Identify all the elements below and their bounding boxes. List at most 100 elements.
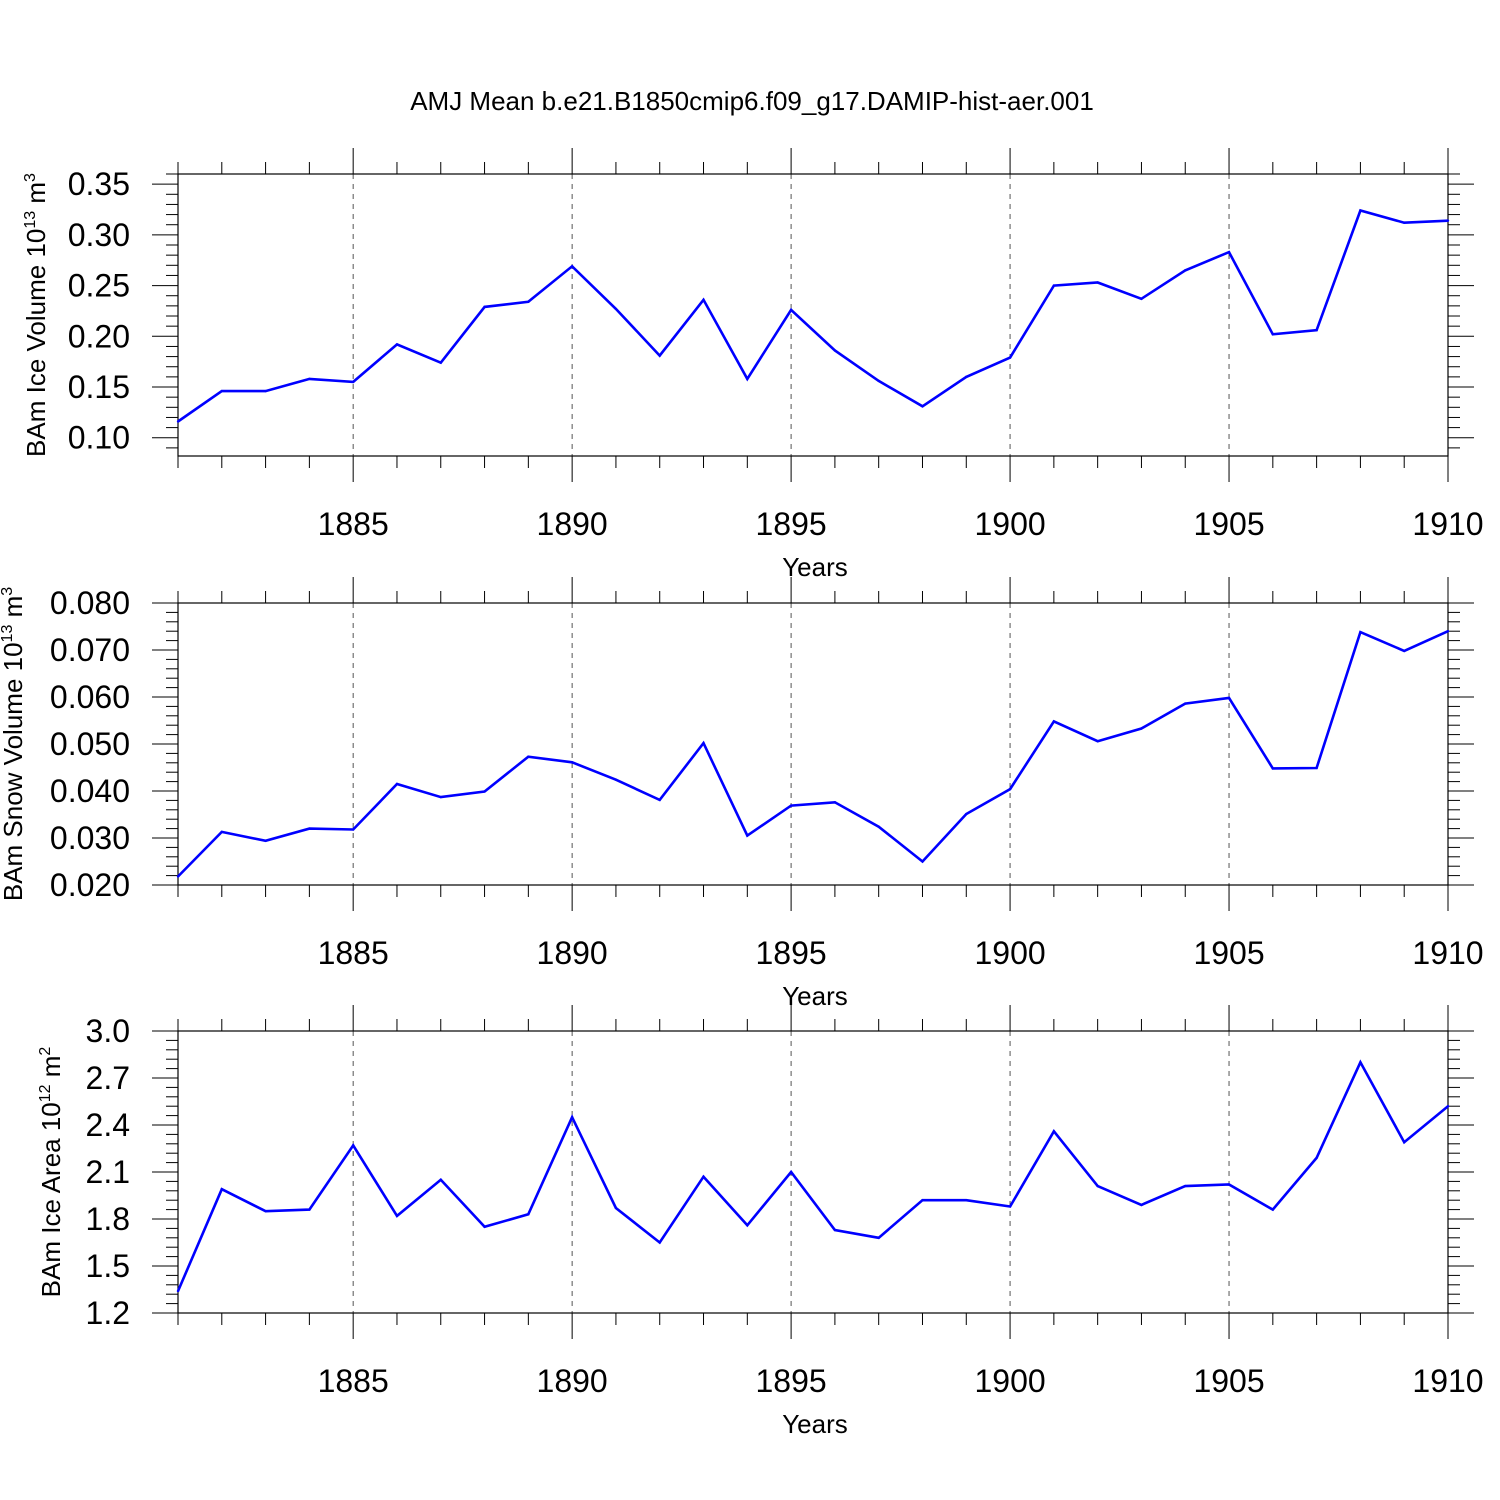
data-point bbox=[1008, 1205, 1012, 1208]
data-point bbox=[877, 825, 880, 828]
panel-1: 0.10 0.15 0.20 0.25 0.30 0.35 1885 1890 1895 1900… bbox=[21, 148, 1484, 582]
data-point bbox=[1315, 329, 1318, 332]
data-point bbox=[1140, 1203, 1143, 1207]
data-point bbox=[1096, 281, 1099, 284]
data-point bbox=[1271, 333, 1275, 336]
data-point bbox=[395, 1214, 399, 1218]
data-point bbox=[789, 308, 793, 312]
y-axis-label-unit: m bbox=[0, 596, 28, 625]
data-point bbox=[1359, 630, 1362, 634]
y-tick-label: 0.20 bbox=[68, 318, 130, 354]
data-point bbox=[789, 804, 793, 807]
data-point bbox=[1008, 356, 1012, 359]
data-point bbox=[921, 405, 924, 408]
y-tick-label: 0.25 bbox=[68, 268, 130, 304]
y-axis-label-exponent: 13 bbox=[0, 625, 16, 643]
x-tick-label: 1900 bbox=[974, 935, 1045, 971]
data-point bbox=[439, 795, 442, 799]
x-tick-label: 1900 bbox=[974, 1363, 1045, 1399]
x-tick-label: 1895 bbox=[756, 506, 827, 542]
chart-title: AMJ Mean b.e21.B1850cmip6.f09_g17.DAMIP-… bbox=[410, 86, 1094, 116]
data-point bbox=[264, 1209, 267, 1213]
data-point bbox=[176, 420, 180, 423]
data-point bbox=[351, 1144, 355, 1147]
x-tick-label: 1910 bbox=[1412, 506, 1483, 542]
y-tick-label: 0.070 bbox=[50, 632, 130, 668]
data-point bbox=[570, 761, 574, 764]
series-line bbox=[177, 630, 1449, 878]
data-point bbox=[833, 1228, 837, 1232]
y-axis-label: BAm Snow Volume 1013 m3 bbox=[0, 587, 28, 901]
data-point bbox=[877, 379, 880, 383]
x-tick-label: 1885 bbox=[318, 935, 389, 971]
y-axis-label-exponent: 12 bbox=[37, 1084, 54, 1102]
data-point bbox=[1140, 297, 1143, 300]
y-tick-label: 0.060 bbox=[50, 679, 130, 715]
data-point bbox=[527, 300, 530, 304]
y-tick-label: 1.2 bbox=[86, 1295, 130, 1331]
data-point bbox=[439, 361, 442, 364]
data-point bbox=[1271, 1208, 1275, 1211]
y-tick-label: 0.050 bbox=[50, 726, 130, 762]
data-point bbox=[746, 377, 749, 381]
data-point bbox=[483, 790, 486, 793]
x-tick-label: 1910 bbox=[1412, 1363, 1483, 1399]
data-point bbox=[1096, 1184, 1099, 1188]
y-tick-label: 0.030 bbox=[50, 820, 130, 856]
y-axis-label-unit: m bbox=[36, 1056, 66, 1085]
data-point bbox=[1227, 696, 1231, 700]
x-tick-label: 1900 bbox=[974, 506, 1045, 542]
y-tick-label: 0.15 bbox=[68, 369, 130, 405]
data-point bbox=[570, 265, 574, 268]
data-point bbox=[614, 307, 618, 311]
data-point bbox=[1052, 1130, 1056, 1133]
data-point bbox=[614, 1206, 618, 1210]
x-tick-label: 1910 bbox=[1412, 935, 1483, 971]
data-point bbox=[921, 1199, 924, 1202]
y-tick-label: 2.1 bbox=[86, 1154, 130, 1190]
data-point bbox=[264, 839, 267, 843]
y-axis-label-main: BAm Snow Volume 10 bbox=[0, 642, 28, 901]
data-point bbox=[395, 343, 399, 346]
data-point bbox=[965, 1199, 968, 1202]
data-point bbox=[1184, 1184, 1187, 1188]
y-tick-label: 3.0 bbox=[86, 1013, 130, 1049]
data-point bbox=[527, 755, 530, 758]
data-point bbox=[1359, 1061, 1362, 1064]
y-tick-label: 1.5 bbox=[86, 1248, 130, 1284]
data-point bbox=[1052, 720, 1056, 723]
data-point bbox=[833, 349, 837, 352]
data-point bbox=[527, 1213, 530, 1216]
y-tick-label: 2.4 bbox=[86, 1107, 130, 1143]
data-point bbox=[658, 798, 661, 802]
data-point bbox=[702, 1175, 705, 1178]
data-point bbox=[264, 389, 267, 393]
data-point bbox=[1315, 766, 1318, 770]
data-point bbox=[702, 298, 705, 301]
data-point bbox=[176, 875, 180, 878]
data-point bbox=[351, 380, 355, 384]
data-point bbox=[1227, 1183, 1231, 1186]
data-point bbox=[1184, 702, 1187, 705]
data-point bbox=[1446, 1105, 1450, 1108]
y-tick-label: 0.10 bbox=[68, 420, 130, 456]
data-point bbox=[614, 778, 618, 781]
data-point bbox=[1446, 219, 1450, 222]
y-tick-label: 0.30 bbox=[68, 217, 130, 253]
data-point bbox=[702, 741, 705, 745]
data-point bbox=[308, 1208, 311, 1211]
y-axis-label: BAm Ice Volume 1013 m3 bbox=[21, 173, 51, 457]
y-tick-label: 0.35 bbox=[68, 166, 130, 202]
y-tick-label: 2.7 bbox=[86, 1060, 130, 1096]
data-point bbox=[789, 1170, 793, 1174]
data-point bbox=[965, 812, 968, 816]
data-point bbox=[1359, 209, 1362, 212]
data-point bbox=[1052, 284, 1056, 287]
data-point bbox=[1315, 1156, 1318, 1160]
data-point bbox=[1271, 767, 1275, 770]
plot-frame bbox=[177, 173, 1449, 457]
x-axis-label: Years bbox=[782, 981, 848, 1011]
panels: 0.10 0.15 0.20 0.25 0.30 0.35 1885 1890 1895 1900… bbox=[0, 148, 1484, 1439]
data-point bbox=[395, 782, 399, 786]
